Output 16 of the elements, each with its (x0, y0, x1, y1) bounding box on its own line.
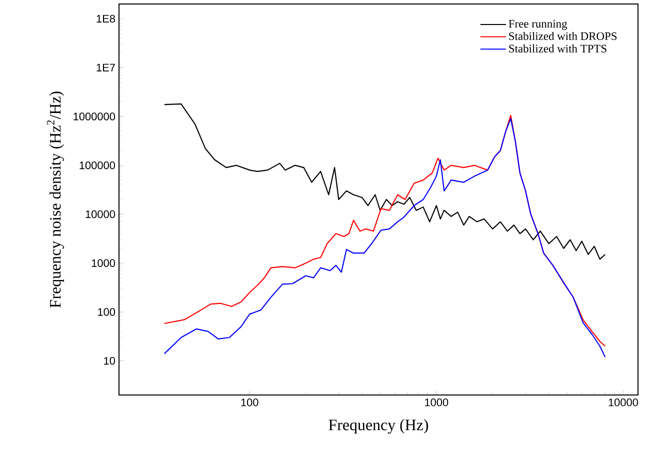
y-tick-label: 10000 (86, 210, 116, 218)
y-tick-label: 1E7 (96, 64, 115, 72)
y-tick-label: 1000 (92, 259, 116, 267)
x-tick-label: 1000 (425, 398, 448, 406)
legend-label: Stabilized with DROPS (509, 32, 617, 40)
y-tick-label: 1E8 (96, 14, 115, 23)
x-tick-label: 10000 (608, 398, 638, 406)
y-tick-label: 10 (104, 356, 116, 365)
legend-label: Stabilized with TPTS (509, 44, 606, 52)
y-axis-title: Frequency noise density (Hz$^{2}$/Hz) (46, 92, 64, 308)
y-tick-label: 100000 (80, 161, 116, 170)
x-axis-title: Frequency (Hz) (328, 419, 428, 434)
y-tick-label: 100 (98, 308, 116, 316)
legend-label: Free running (508, 20, 568, 30)
y-tick-label: 1000000 (74, 112, 116, 120)
x-tick-label: 100 (241, 398, 258, 406)
